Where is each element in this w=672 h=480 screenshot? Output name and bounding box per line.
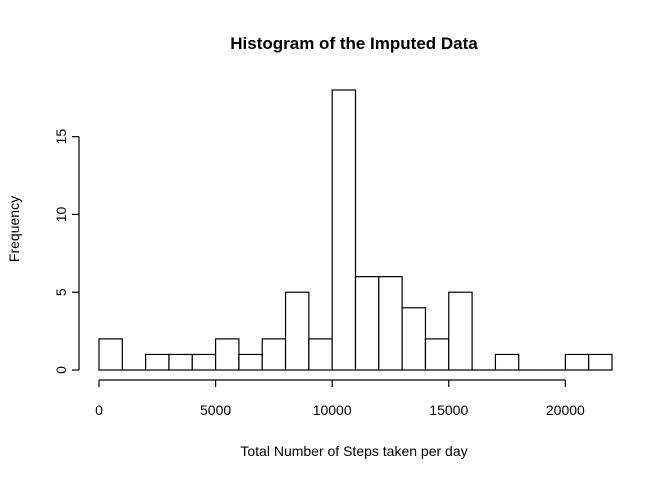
y-tick-label: 15 bbox=[53, 129, 69, 145]
histogram-bar bbox=[308, 338, 333, 371]
histogram-bar bbox=[401, 307, 427, 371]
histogram-bar bbox=[378, 276, 403, 371]
histogram-bar bbox=[424, 338, 450, 371]
x-axis: 0 5000 10000 15000 20000 bbox=[95, 379, 585, 418]
y-tick-label: 5 bbox=[53, 288, 69, 296]
x-tick-label: 20000 bbox=[546, 402, 585, 418]
histogram-bar bbox=[331, 89, 357, 371]
x-tick-label: 5000 bbox=[200, 402, 231, 418]
histogram-bar bbox=[564, 353, 590, 371]
histogram-bar bbox=[261, 338, 287, 371]
x-tick-label: 0 bbox=[95, 402, 103, 418]
y-axis-title: Frequency bbox=[6, 196, 22, 262]
histogram-bar bbox=[98, 338, 123, 371]
x-axis-title: Total Number of Steps taken per day bbox=[240, 443, 467, 459]
chart-title: Histogram of the Imputed Data bbox=[230, 34, 478, 53]
histogram-bar bbox=[214, 338, 240, 371]
histogram-bar bbox=[494, 353, 520, 371]
histogram-bar bbox=[284, 291, 310, 371]
bars-group bbox=[98, 89, 613, 371]
y-tick-label: 10 bbox=[53, 206, 69, 222]
x-tick-label: 15000 bbox=[429, 402, 468, 418]
histogram-bar bbox=[191, 353, 217, 371]
y-axis: 0 5 10 15 bbox=[53, 129, 80, 374]
histogram-bar bbox=[588, 353, 613, 371]
histogram-bar bbox=[168, 353, 193, 371]
y-tick-label: 0 bbox=[53, 366, 69, 374]
histogram-bar bbox=[448, 291, 473, 371]
histogram-bar bbox=[145, 353, 170, 371]
histogram-bar bbox=[238, 353, 263, 371]
histogram-bar bbox=[354, 276, 380, 371]
x-tick-label: 10000 bbox=[313, 402, 352, 418]
